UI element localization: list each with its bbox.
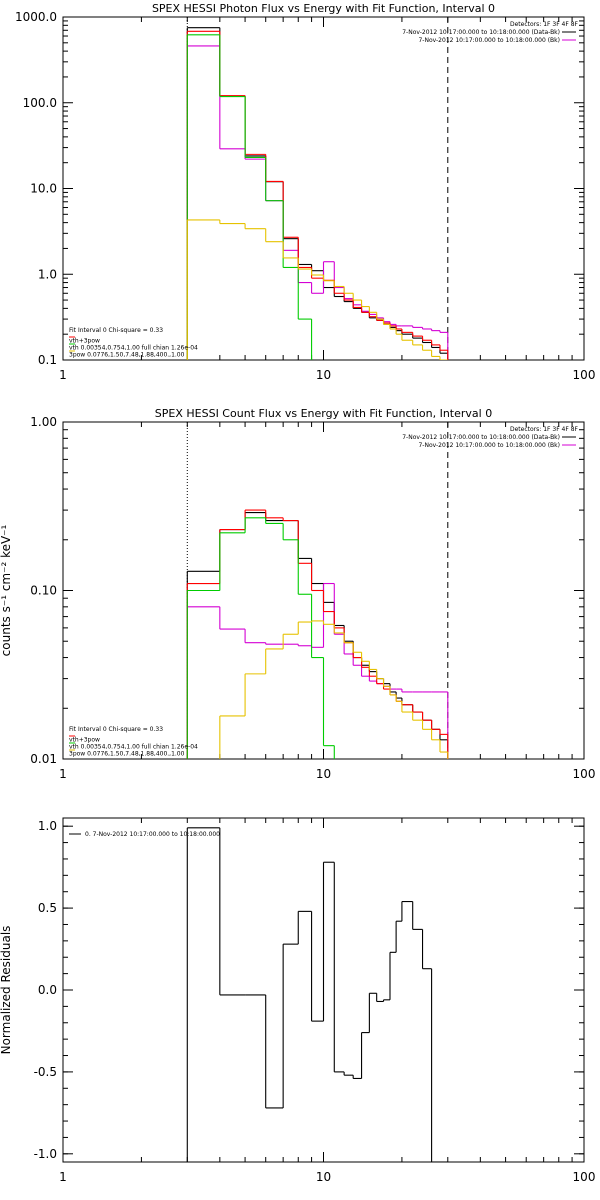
legend-left-label: 0. 7-Nov-2012 10:17:00.000 to 10:18:00.0… [85, 831, 220, 838]
y-axis-label: counts s⁻¹ cm⁻² keV⁻¹ [0, 524, 13, 656]
y-tick-label: 1.00 [30, 415, 57, 429]
plot-title: SPEX HESSI Count Flux vs Energy with Fit… [155, 407, 492, 420]
series-group [186, 827, 448, 1162]
legend-left-label: vth+3pow [69, 338, 100, 345]
x-tick-label: 100 [573, 368, 596, 382]
legend-left-label: vth 0.00354,0.754,1.00 full chian 1.26e-… [69, 744, 198, 751]
legend-left-label: vth 0.00354,0.754,1.00 full chian 1.26e-… [69, 345, 198, 352]
y-tick-label: -0.5 [34, 1065, 57, 1079]
y-tick-label: -1.0 [34, 1147, 57, 1161]
plot-title: SPEX HESSI Photon Flux vs Energy with Fi… [152, 2, 495, 15]
legend-fit-header: Fit Interval 0 Chi-square = 0.33 [69, 726, 163, 733]
series-group [186, 27, 449, 360]
legend-right-label: 7-Nov-2012 10:17:00.000 to 10:18:00.000 … [402, 29, 560, 36]
legend-detectors: Detectors: 1F 3F 4F 8F [510, 21, 579, 28]
series-group [186, 509, 449, 759]
y-tick-label: 0.1 [38, 353, 57, 367]
y-tick-label: 1000.0 [15, 10, 57, 24]
y-tick-label: 0.10 [30, 584, 57, 598]
legend-left-label: 3pow 0.0776,1.50,7.48,1.88,400.,1.00 [69, 352, 185, 359]
y-axis-label: Normalized Residuals [0, 926, 13, 1055]
y-tick-label: 10.0 [30, 182, 57, 196]
legend-detectors: Detectors: 1F 3F 4F 8F [510, 426, 579, 433]
legend-right-label: 7-Nov-2012 10:17:00.000 to 10:18:00.000 … [418, 37, 560, 44]
legend-right-label: 7-Nov-2012 10:17:00.000 to 10:18:00.000 … [418, 442, 560, 449]
x-tick-label: 10 [316, 767, 331, 781]
x-tick-label: 10 [316, 368, 331, 382]
y-tick-label: 0.0 [38, 983, 57, 997]
y-tick-label: 0.5 [38, 901, 57, 915]
y-tick-label: 1.0 [38, 819, 57, 833]
legend-left-label: vth+3pow [69, 737, 100, 744]
legend-right-label: 7-Nov-2012 10:17:00.000 to 10:18:00.000 … [402, 434, 560, 441]
x-tick-label: 1 [59, 1170, 67, 1184]
x-tick-label: 1 [59, 767, 67, 781]
x-tick-label: 100 [573, 1170, 596, 1184]
x-tick-label: 1 [59, 368, 67, 382]
x-tick-label: 10 [316, 1170, 331, 1184]
y-tick-label: 100.0 [23, 96, 57, 110]
legend-left-label: 3pow 0.0776,1.50,7.48,1.88,400.,1.00 [69, 751, 185, 758]
legend-fit-header: Fit Interval 0 Chi-square = 0.33 [69, 327, 163, 334]
y-tick-label: 1.0 [38, 267, 57, 281]
x-tick-label: 100 [573, 767, 596, 781]
plot-frame [62, 16, 585, 361]
y-tick-label: 0.01 [30, 752, 57, 766]
